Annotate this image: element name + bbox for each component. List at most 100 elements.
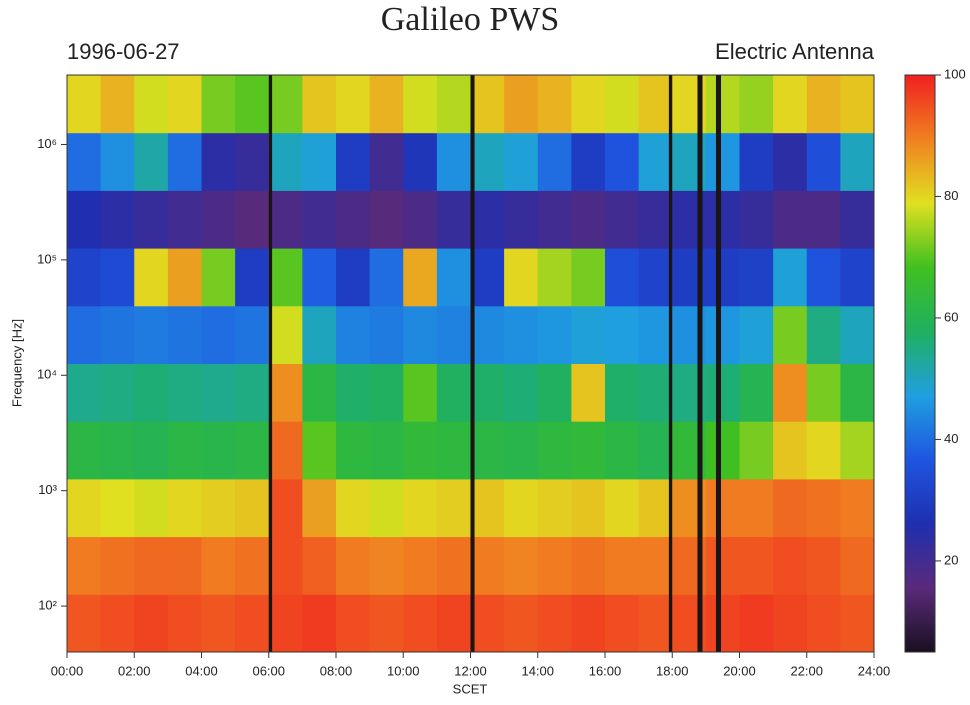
y-tick-label: 10⁴ xyxy=(37,367,57,382)
heat-cell xyxy=(67,537,101,595)
heat-cell xyxy=(538,190,572,248)
heat-cell xyxy=(740,537,774,595)
heat-cell xyxy=(840,364,874,422)
heat-cell xyxy=(302,479,336,537)
heat-cell xyxy=(336,594,370,652)
heat-cell xyxy=(706,248,740,306)
heat-cell xyxy=(403,75,437,133)
heat-cell xyxy=(740,133,774,191)
heat-cell xyxy=(571,248,605,306)
heat-cell xyxy=(370,479,404,537)
heat-cell xyxy=(437,75,471,133)
heat-cell xyxy=(101,364,135,422)
heat-cell xyxy=(571,133,605,191)
heat-cell xyxy=(168,248,202,306)
heat-cell xyxy=(639,190,673,248)
heat-cell xyxy=(437,306,471,364)
heat-cell xyxy=(605,248,639,306)
heat-cell xyxy=(706,133,740,191)
y-tick-label: 10³ xyxy=(38,482,57,497)
heat-cell xyxy=(134,306,168,364)
heat-cell xyxy=(740,248,774,306)
heat-cell xyxy=(840,75,874,133)
heat-cell xyxy=(437,479,471,537)
heat-cell xyxy=(101,421,135,479)
heat-cell xyxy=(807,306,841,364)
heat-cell xyxy=(605,594,639,652)
heat-cell xyxy=(773,306,807,364)
heat-cell xyxy=(605,133,639,191)
heat-cell xyxy=(471,421,505,479)
heat-cell xyxy=(538,75,572,133)
heat-cell xyxy=(807,248,841,306)
heat-cell xyxy=(706,75,740,133)
heat-cell xyxy=(67,75,101,133)
heat-cell xyxy=(235,248,269,306)
colorbar xyxy=(905,75,935,652)
heat-cell xyxy=(202,248,236,306)
heat-cell xyxy=(302,248,336,306)
x-tick-label: 22:00 xyxy=(790,663,823,678)
heat-cell xyxy=(538,306,572,364)
heat-cell xyxy=(437,190,471,248)
heat-cell xyxy=(403,364,437,422)
heat-cell xyxy=(740,479,774,537)
heat-cell xyxy=(504,594,538,652)
heat-cell xyxy=(639,133,673,191)
heat-cell xyxy=(639,248,673,306)
heat-cell xyxy=(840,133,874,191)
y-axis-label: Frequency [Hz] xyxy=(9,319,24,407)
heat-cell xyxy=(807,479,841,537)
heat-cell xyxy=(840,594,874,652)
data-gap xyxy=(471,75,475,652)
heat-cell xyxy=(67,248,101,306)
heat-cell xyxy=(336,248,370,306)
heat-cell xyxy=(302,306,336,364)
heat-cell xyxy=(134,537,168,595)
heat-cell xyxy=(538,364,572,422)
subtitle: Electric Antenna xyxy=(715,39,875,64)
heat-cell xyxy=(336,133,370,191)
heat-cell xyxy=(403,537,437,595)
heat-cell xyxy=(471,75,505,133)
heat-cell xyxy=(370,537,404,595)
heat-cell xyxy=(471,190,505,248)
heat-cell xyxy=(101,306,135,364)
heat-cell xyxy=(538,133,572,191)
heat-cell xyxy=(471,133,505,191)
heat-cell xyxy=(571,594,605,652)
heat-cell xyxy=(773,75,807,133)
heat-cell xyxy=(336,479,370,537)
x-tick-label: 14:00 xyxy=(521,663,554,678)
heat-cell xyxy=(706,190,740,248)
heat-cell xyxy=(235,364,269,422)
heat-cell xyxy=(202,421,236,479)
x-tick-label: 10:00 xyxy=(387,663,420,678)
heat-cell xyxy=(202,364,236,422)
heat-cell xyxy=(134,133,168,191)
heat-cell xyxy=(370,133,404,191)
heat-cell xyxy=(807,594,841,652)
colorbar-tick-label: 100 xyxy=(944,66,966,81)
heat-cell xyxy=(269,364,303,422)
heat-cell xyxy=(807,133,841,191)
heat-cell xyxy=(202,479,236,537)
heat-cell xyxy=(571,190,605,248)
heat-cell xyxy=(101,537,135,595)
heat-cell xyxy=(471,364,505,422)
heat-cell xyxy=(807,75,841,133)
heat-cell xyxy=(639,364,673,422)
heat-cell xyxy=(773,133,807,191)
y-tick-label: 10² xyxy=(38,598,57,613)
heat-cell xyxy=(235,306,269,364)
heat-cell xyxy=(571,479,605,537)
x-tick-label: 18:00 xyxy=(656,663,689,678)
heat-cell xyxy=(403,248,437,306)
heat-cell xyxy=(202,190,236,248)
heat-cell xyxy=(235,421,269,479)
heat-cell xyxy=(471,479,505,537)
x-tick-label: 16:00 xyxy=(589,663,622,678)
heat-cell xyxy=(269,248,303,306)
heat-cell xyxy=(571,537,605,595)
heat-cell xyxy=(706,479,740,537)
